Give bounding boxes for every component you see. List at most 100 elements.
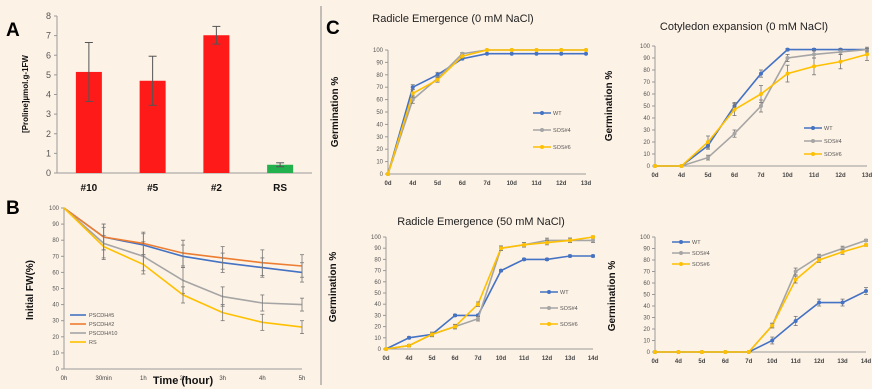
data-point-sos-4 [838,50,843,54]
data-point-sos-6 [653,164,657,168]
y-tick-label: 100 [373,48,384,54]
x-tick-label: 2h [180,376,187,382]
data-point-sos-6 [653,350,657,354]
x-tick-label: 13d [862,173,872,179]
y-tick-label: 0 [647,350,651,356]
data-point-sos-6 [410,91,415,96]
legend-label-pscdh-5: PSCDH#5 [89,313,114,319]
data-point-wt [485,51,489,56]
data-point-sos-6 [584,48,588,52]
y-tick-label: 10 [376,160,383,166]
data-point-wt [499,268,503,273]
x-tick-label: 4d [409,181,416,187]
data-point-sos-6 [676,350,681,354]
y-tick-label: 70 [52,254,59,260]
y-tick-label: 30 [643,316,650,322]
data-point-wt [559,51,564,56]
data-point-sos-6 [509,48,514,52]
data-point-wt [793,318,798,323]
y-tick-label: 40 [376,122,383,128]
y-tick-label: 0 [380,172,384,178]
y-tick-label: 20 [643,327,650,333]
x-tick-label: 7d [745,359,752,365]
legend-marker-sos-6 [540,145,544,149]
chart-title: Radicle Emergence (50 mM NaCl) [397,216,565,228]
x-tick-label: 7d [474,356,481,362]
y-tick-label: 50 [643,293,650,299]
data-point-sos-4 [706,155,710,160]
y-tick-label: 100 [371,235,382,241]
x-tick-label: 4d [678,173,685,179]
x-tick-label: 0d [384,181,391,187]
x-tick-label: 6d [451,356,458,362]
x-tick-label: 11d [531,181,541,187]
chart-a-proline-bars: 0 1 2 3 4 5 6 7 8 #10 #5 #2 RS [Proline]µmol.g-1FW [21,11,312,194]
y-tick-label: 70 [643,270,650,276]
chart-b-fresh-weight: 0 10 20 30 40 50 60 70 80 90 100 0h 30min 1h 2h 3h 4h 5h I… [25,206,305,387]
x-tick-label: 11d [809,173,819,179]
data-point-sos-6 [476,302,480,307]
legend-label-wt: WT [692,240,701,246]
legend-marker-sos-6 [679,262,683,266]
y-tick-label: 50 [376,110,383,116]
y-tick-label: 60 [643,281,650,287]
y-tick-label: 0 [46,168,51,178]
y-tick-label: 50 [374,291,381,297]
y-axis-label: Initial FW(%) [25,260,36,320]
y-tick-label: 30 [376,135,383,141]
legend-label-sos-6: SOS#6 [560,322,578,328]
y-tick-label: 10 [374,336,381,342]
legend-label-pscdh-2: PSCDH#2 [89,322,114,328]
data-point-sos-4 [591,238,595,243]
x-tick-label: 14d [861,359,872,365]
data-point-sos-4 [812,52,816,57]
data-point-sos-6 [706,140,710,144]
x-tick-label: 6d [722,359,729,365]
y-axis-label: Germination % [330,77,341,148]
y-tick-label: 0 [378,347,382,353]
series-line-sos-6 [655,244,867,353]
data-point-sos-6 [430,332,434,337]
data-point-wt [410,85,415,90]
y-tick-label: 80 [376,73,383,79]
series-line-wt [385,255,593,350]
y-tick-label: 30 [643,128,650,134]
y-tick-label: 4 [46,90,51,100]
y-tick-label: 20 [643,140,650,146]
data-point-sos-6 [793,277,798,282]
x-tick-label: 10d [507,181,518,187]
data-point-wt [817,300,822,305]
data-point-sos-4 [476,316,480,321]
y-axis-label: Germination % [328,252,339,323]
y-tick-label: 3 [46,109,51,119]
x-tick-label: 0h [61,376,68,382]
x-tick-label: 6d [459,181,466,187]
y-tick-label: 50 [643,104,650,110]
y-tick-label: 60 [374,280,381,286]
data-point-sos-6 [499,246,503,251]
legend-label-sos-6: SOS#6 [824,152,842,158]
y-tick-label: 90 [52,222,59,228]
panel-label-b: B [6,198,20,219]
x-tick-label: 10d [496,356,507,362]
x-tick-label: 1h [140,376,147,382]
data-point-sos-6 [545,240,549,245]
data-point-wt [591,254,595,259]
y-tick-label: 80 [643,68,650,74]
x-tick-label: RS [273,183,287,194]
chart-c4-cotyledon-50mm: 0 10 20 30 40 50 60 70 80 90 100 0d 4d 5d 6d 7d 10d 11d 12… [607,235,872,365]
legend-marker-sos-6 [547,322,551,326]
data-point-sos-6 [723,350,728,354]
chart-c3-radicle-50mm: 0 10 20 30 40 50 60 70 80 90 100 0d 4d 5d 6d 7d 10d 11d 12… [328,216,599,362]
data-point-wt [534,51,539,56]
data-point-wt [864,289,868,294]
y-tick-label: 70 [376,85,383,91]
y-tick-label: 0 [647,164,651,170]
y-axis-label: Germination % [607,261,618,332]
y-tick-label: 70 [374,269,381,275]
x-tick-label: 0d [651,359,658,365]
y-tick-label: 40 [643,304,650,310]
legend-marker-wt [547,290,551,294]
legend-marker-sos-6 [811,152,815,156]
